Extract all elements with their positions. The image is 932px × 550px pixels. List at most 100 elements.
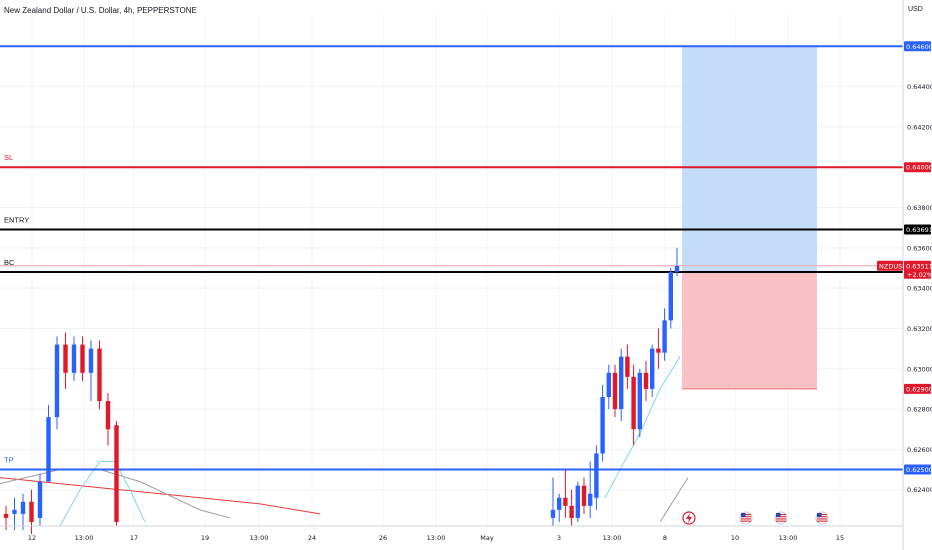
symbol-tag-label: NZDUSD [879, 262, 907, 270]
candle[interactable] [37, 481, 43, 518]
candle[interactable] [114, 425, 119, 522]
lightning-bolt [686, 513, 692, 523]
last-price-tag: 0.63511+2.02% [904, 260, 932, 279]
price-line-label: ENTRY [4, 215, 29, 224]
candle[interactable] [20, 501, 26, 514]
candle[interactable] [97, 348, 102, 402]
event-markers[interactable] [682, 511, 829, 525]
symbol-tag: NZDUSD [877, 260, 907, 271]
y-tick-label: 0.64200 [907, 123, 932, 131]
grid [0, 14, 903, 526]
price-tag: 0.63691 [904, 224, 932, 235]
price-tag: 0.64000 [904, 162, 932, 173]
time-axis[interactable]: 12 13:00 17 19 13:00 24 26 13:00 May 3 13:00 8 10 13:… [0, 525, 903, 542]
last-price-change: +2.02% [907, 271, 932, 279]
last-price-label: 0.63511 [906, 262, 932, 270]
price-tag-label: 0.64000 [906, 164, 932, 172]
x-tick-label: May [480, 534, 494, 542]
flag-stripe [741, 516, 751, 518]
candle[interactable] [612, 372, 618, 410]
candle[interactable] [662, 320, 667, 353]
candle[interactable] [80, 344, 85, 373]
candle[interactable] [619, 356, 624, 410]
candle[interactable] [54, 344, 60, 418]
x-tick-label: 26 [379, 534, 387, 542]
flag-canton [741, 513, 746, 517]
candle[interactable] [594, 453, 599, 498]
candle[interactable] [588, 493, 593, 506]
price-tag-box [904, 41, 931, 52]
flag-stripe [741, 520, 751, 522]
candle[interactable] [71, 344, 77, 373]
price-tags: 0.64600 0.64000 0.63691 0.62500 NZDUSD0.6351… [877, 41, 932, 475]
flag-stripe [776, 520, 786, 522]
price-axis[interactable]: 0.64400 0.64200 0.63800 0.63600 0.63400 0.632… [902, 0, 932, 550]
last-price-box [904, 260, 931, 279]
x-tick-label: 13:00 [427, 534, 446, 542]
candle[interactable] [606, 372, 611, 397]
x-tick-label: 13:00 [603, 534, 622, 542]
us-flag-event-icon[interactable] [815, 511, 829, 525]
x-tick-label: 8 [663, 534, 667, 542]
flag-stripe [817, 520, 827, 522]
candle[interactable] [631, 376, 636, 430]
flag-stripe [817, 518, 827, 520]
candle[interactable] [46, 417, 51, 482]
candle[interactable] [12, 509, 17, 514]
y-tick-label: 0.62800 [907, 406, 932, 414]
price-tag-box [904, 383, 931, 394]
price-lines[interactable]: SL ENTRY BC TP [0, 45, 903, 471]
candle[interactable] [600, 396, 605, 454]
price-tag: 0.64600 [904, 41, 932, 52]
x-tick-label: 24 [308, 534, 316, 542]
candle[interactable] [88, 348, 94, 373]
candle[interactable] [63, 344, 68, 373]
ma-gray-line [659, 477, 689, 523]
flag-stripe [776, 518, 786, 520]
candle[interactable] [674, 265, 680, 273]
flag-stripe [817, 514, 827, 516]
candle[interactable] [668, 272, 673, 321]
y-tick-label: 0.63400 [907, 285, 932, 293]
price-line-label: TP [4, 456, 14, 465]
price-tag: 0.62500 [904, 464, 932, 475]
x-tick-label: 19 [201, 534, 209, 542]
y-tick-label: 0.62600 [907, 446, 932, 454]
ma-red-line [0, 477, 321, 515]
candle[interactable] [643, 372, 649, 389]
candle[interactable] [637, 372, 642, 430]
candle[interactable] [29, 501, 34, 522]
price-tag-label: 0.63691 [906, 226, 932, 234]
lightning-event-icon[interactable] [682, 511, 696, 525]
x-tick-label: 10 [731, 534, 739, 542]
stop-zone[interactable] [682, 272, 817, 389]
candle[interactable] [581, 485, 587, 506]
candles[interactable] [3, 247, 680, 535]
candle[interactable] [650, 348, 655, 389]
candle[interactable] [105, 401, 111, 430]
target-zone[interactable] [682, 46, 817, 273]
us-flag-event-icon[interactable] [774, 511, 788, 525]
symbol-tag-box [877, 260, 903, 271]
flag-canton [817, 513, 822, 517]
candle[interactable] [656, 348, 661, 353]
flag-stripe [741, 514, 751, 516]
candle[interactable] [575, 485, 580, 518]
us-flag-event-icon[interactable] [739, 511, 753, 525]
y-tick-label: 0.62400 [907, 486, 932, 494]
price-tag-box [904, 464, 931, 475]
ma-cyan-line [59, 460, 146, 527]
y-tick-label: 0.63000 [907, 365, 932, 373]
y-tick-label: 0.63200 [907, 325, 932, 333]
candle[interactable] [563, 497, 568, 506]
candle[interactable] [625, 356, 630, 377]
candle[interactable] [557, 497, 562, 510]
position-zones[interactable] [682, 46, 817, 390]
candle[interactable] [569, 505, 574, 518]
price-line-label: SL [4, 153, 13, 162]
candle[interactable] [3, 513, 9, 518]
candle[interactable] [550, 509, 556, 518]
x-tick-label: 15 [836, 534, 844, 542]
